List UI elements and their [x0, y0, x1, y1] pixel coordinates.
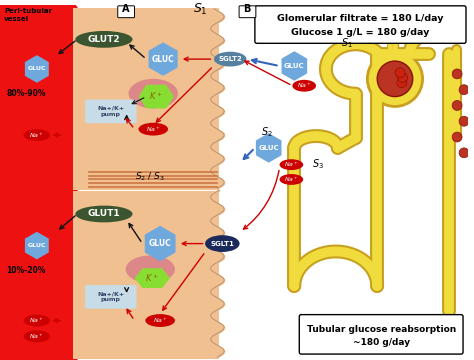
Text: GLUT1: GLUT1: [88, 210, 120, 219]
Text: $K^+$: $K^+$: [149, 91, 163, 103]
Ellipse shape: [138, 123, 168, 136]
Text: GLUC: GLUC: [284, 63, 305, 69]
Ellipse shape: [280, 174, 303, 185]
Text: A: A: [122, 4, 129, 14]
Text: GLUC: GLUC: [152, 55, 174, 64]
Text: 80%-90%: 80%-90%: [6, 89, 46, 98]
Text: SGLT2: SGLT2: [219, 56, 242, 62]
Text: $Na^+$: $Na^+$: [284, 175, 299, 184]
Circle shape: [397, 78, 407, 88]
Text: Peri-tubular: Peri-tubular: [4, 8, 52, 14]
Text: Tubular glucose reabsorption: Tubular glucose reabsorption: [307, 325, 456, 334]
Circle shape: [452, 100, 462, 111]
Text: Glucose 1 g/L = 180 g/day: Glucose 1 g/L = 180 g/day: [291, 28, 429, 37]
Ellipse shape: [292, 80, 316, 92]
Text: $Na^+$: $Na^+$: [297, 81, 311, 90]
Ellipse shape: [75, 31, 133, 48]
Circle shape: [459, 116, 469, 126]
Text: $S_1$: $S_1$: [193, 2, 208, 17]
Circle shape: [459, 85, 469, 95]
Text: B: B: [243, 4, 251, 14]
Ellipse shape: [128, 79, 178, 108]
Ellipse shape: [75, 206, 133, 222]
Text: GLUC: GLUC: [27, 243, 46, 248]
Text: $Na^+$: $Na^+$: [146, 125, 161, 134]
Circle shape: [452, 132, 462, 142]
FancyBboxPatch shape: [73, 191, 219, 359]
FancyBboxPatch shape: [85, 285, 137, 309]
Polygon shape: [145, 226, 175, 261]
Circle shape: [459, 148, 469, 158]
FancyBboxPatch shape: [118, 6, 135, 18]
Ellipse shape: [24, 330, 50, 342]
Circle shape: [377, 61, 413, 96]
Text: $Na^+$: $Na^+$: [29, 316, 44, 325]
Text: GLUC: GLUC: [258, 145, 279, 151]
Ellipse shape: [146, 314, 175, 327]
Text: $Na^+$: $Na^+$: [153, 316, 168, 325]
Text: $Na^+$: $Na^+$: [29, 332, 44, 341]
Circle shape: [367, 51, 423, 107]
FancyBboxPatch shape: [85, 100, 137, 123]
Polygon shape: [149, 42, 178, 76]
Polygon shape: [282, 51, 307, 81]
Text: Na+/K+
pump: Na+/K+ pump: [97, 106, 124, 117]
Text: GLUC: GLUC: [149, 239, 172, 248]
Polygon shape: [256, 133, 282, 163]
FancyBboxPatch shape: [73, 8, 219, 190]
Text: $K^+$: $K^+$: [146, 272, 159, 284]
Text: vessel: vessel: [4, 15, 29, 22]
Polygon shape: [135, 268, 170, 288]
Polygon shape: [25, 232, 49, 259]
Circle shape: [452, 69, 462, 79]
Ellipse shape: [205, 235, 239, 252]
Text: $S_1$: $S_1$: [341, 36, 353, 50]
FancyBboxPatch shape: [299, 315, 463, 354]
Text: GLUC: GLUC: [27, 67, 46, 72]
FancyBboxPatch shape: [239, 6, 256, 18]
Text: $S_3$: $S_3$: [312, 158, 324, 171]
Text: $Na^+$: $Na^+$: [29, 131, 44, 140]
Text: Na+/K+
pump: Na+/K+ pump: [97, 292, 124, 302]
Text: Glomerular filtrate = 180 L/day: Glomerular filtrate = 180 L/day: [277, 14, 444, 23]
FancyBboxPatch shape: [0, 6, 76, 360]
FancyBboxPatch shape: [255, 6, 466, 43]
Ellipse shape: [24, 129, 50, 141]
Text: $S_2\ /\ S_3$: $S_2\ /\ S_3$: [135, 171, 165, 183]
Text: $Na^+$: $Na^+$: [284, 160, 299, 169]
Circle shape: [398, 72, 408, 82]
Ellipse shape: [126, 256, 175, 283]
Ellipse shape: [24, 315, 50, 327]
Text: 10%-20%: 10%-20%: [6, 266, 46, 275]
Text: SGLT1: SGLT1: [210, 240, 234, 247]
Ellipse shape: [214, 52, 246, 67]
Text: GLUT2: GLUT2: [88, 35, 120, 44]
Polygon shape: [138, 85, 174, 108]
Text: $S_2$: $S_2$: [261, 125, 273, 139]
Polygon shape: [25, 55, 49, 83]
Text: ~180 g/day: ~180 g/day: [353, 338, 410, 347]
Circle shape: [395, 68, 405, 78]
Ellipse shape: [280, 159, 303, 170]
